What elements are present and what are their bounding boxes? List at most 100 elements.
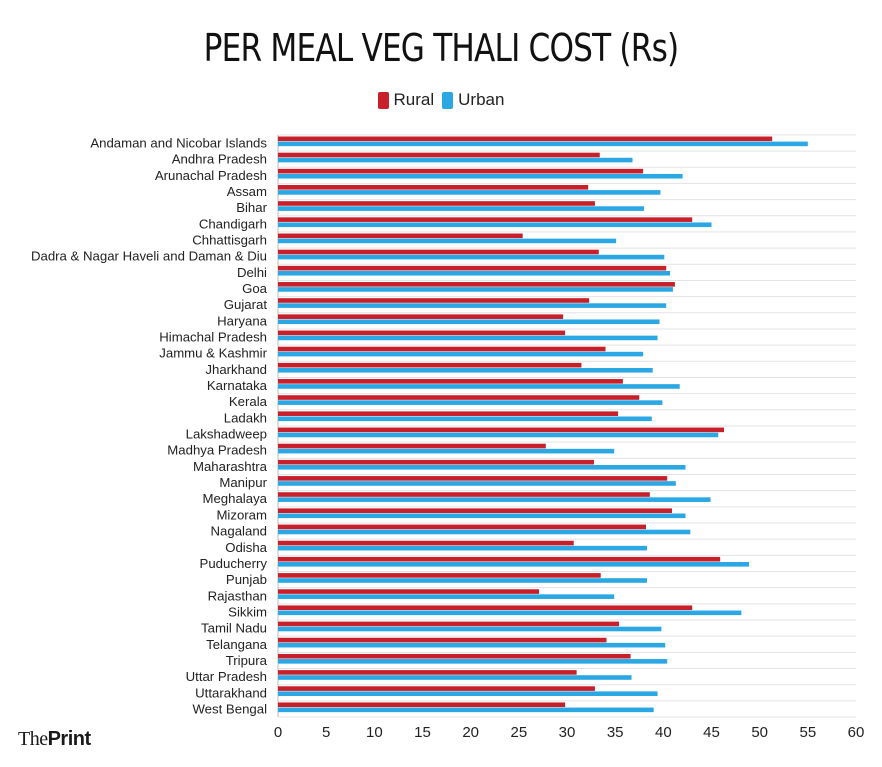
bar-urban bbox=[278, 513, 686, 519]
bar-rural bbox=[278, 653, 631, 659]
bar-urban bbox=[278, 238, 617, 244]
bar-rural bbox=[278, 476, 668, 481]
bar-rural bbox=[278, 217, 693, 222]
bar-urban bbox=[278, 367, 653, 373]
category-label: Haryana bbox=[217, 313, 268, 328]
bar-urban bbox=[278, 691, 658, 696]
legend-item-rural: Rural bbox=[377, 90, 434, 110]
x-tick-label: 5 bbox=[322, 724, 330, 741]
category-label: Tamil Nadu bbox=[201, 621, 267, 636]
x-tick-label: 55 bbox=[799, 724, 816, 741]
bar-urban bbox=[278, 545, 647, 551]
category-label: Odisha bbox=[225, 540, 267, 555]
brand-logo: ThePrint bbox=[18, 728, 91, 751]
bar-urban bbox=[278, 222, 712, 228]
category-label: Madhya Pradesh bbox=[167, 443, 267, 458]
category-label: Assam bbox=[227, 184, 267, 199]
category-label: Tripura bbox=[226, 653, 268, 668]
bar-rural bbox=[278, 573, 601, 578]
category-label: Uttar Pradesh bbox=[186, 669, 267, 684]
x-tick-label: 60 bbox=[848, 724, 865, 741]
bar-urban bbox=[278, 642, 666, 648]
x-tick-label: 30 bbox=[559, 724, 576, 741]
bar-rural bbox=[278, 686, 595, 691]
category-label: Arunachal Pradesh bbox=[155, 168, 267, 183]
bar-rural bbox=[278, 362, 582, 368]
bar-rural bbox=[278, 670, 577, 675]
category-label: Karnataka bbox=[207, 378, 268, 393]
bar-rural bbox=[278, 637, 607, 643]
category-label: Goa bbox=[242, 281, 268, 296]
bar-urban bbox=[278, 254, 665, 260]
bar-rural bbox=[278, 201, 595, 206]
bar-urban bbox=[278, 578, 647, 583]
bar-rural bbox=[278, 249, 599, 255]
bar-rural bbox=[278, 702, 566, 708]
legend-item-urban: Urban bbox=[442, 90, 504, 110]
bar-urban bbox=[278, 416, 652, 422]
bar-urban bbox=[278, 319, 660, 325]
bar-urban bbox=[278, 335, 658, 341]
x-tick-label: 15 bbox=[414, 724, 431, 741]
x-tick-label: 35 bbox=[607, 724, 624, 741]
category-label: Jharkhand bbox=[205, 362, 267, 377]
bar-urban bbox=[278, 173, 683, 179]
category-label: Himachal Pradesh bbox=[159, 330, 267, 345]
category-label: Gujarat bbox=[224, 297, 268, 312]
x-tick-label: 40 bbox=[655, 724, 672, 741]
category-label: Nagaland bbox=[211, 524, 267, 539]
bar-rural bbox=[278, 346, 606, 352]
bar-urban bbox=[278, 481, 676, 486]
bar-rural bbox=[278, 314, 564, 319]
bar-urban bbox=[278, 448, 615, 454]
bar-rural bbox=[278, 265, 667, 271]
x-tick-label: 0 bbox=[274, 724, 282, 741]
category-label: West Bengal bbox=[192, 701, 267, 716]
category-label: Lakshadweep bbox=[186, 427, 267, 442]
bar-urban bbox=[278, 157, 633, 163]
bar-rural bbox=[278, 459, 594, 465]
category-label: Uttarakhand bbox=[195, 685, 267, 700]
bar-rural bbox=[278, 605, 693, 611]
x-tick-label: 45 bbox=[703, 724, 720, 741]
bar-rural bbox=[278, 411, 619, 416]
category-label: Mizoram bbox=[216, 507, 267, 522]
bar-rural bbox=[278, 330, 566, 336]
bar-urban bbox=[278, 287, 673, 292]
category-label: Rajasthan bbox=[208, 588, 267, 603]
category-label: Dadra & Nagar Haveli and Daman & Diu bbox=[31, 249, 267, 264]
category-label: Sikkim bbox=[228, 604, 267, 619]
bar-rural bbox=[278, 427, 725, 433]
bar-rural bbox=[278, 556, 721, 562]
bar-urban bbox=[278, 659, 668, 664]
bar-urban bbox=[278, 707, 654, 713]
bar-urban bbox=[278, 432, 719, 438]
bar-urban bbox=[278, 270, 671, 276]
brand-logo-print: Print bbox=[47, 728, 92, 750]
legend-swatch-urban bbox=[442, 91, 454, 109]
category-label: Puducherry bbox=[200, 556, 268, 571]
bar-urban bbox=[278, 675, 632, 680]
bar-rural bbox=[278, 282, 675, 287]
legend: Rural Urban bbox=[0, 90, 882, 110]
category-label: Andhra Pradesh bbox=[172, 152, 267, 167]
bar-urban bbox=[278, 497, 711, 502]
category-label: Chhattisgarh bbox=[192, 233, 267, 248]
bar-rural bbox=[278, 395, 640, 400]
x-tick-label: 25 bbox=[510, 724, 527, 741]
legend-swatch-rural bbox=[377, 91, 389, 109]
bar-urban bbox=[278, 529, 691, 535]
chart-title: PER MEAL VEG THALI COST (Rs) bbox=[203, 26, 680, 70]
bar-rural bbox=[278, 524, 646, 530]
bar-urban bbox=[278, 626, 662, 632]
category-label: Jammu & Kashmir bbox=[159, 346, 267, 361]
category-label: Punjab bbox=[226, 572, 267, 587]
bar-rural bbox=[278, 152, 600, 158]
bar-rural bbox=[278, 589, 540, 594]
bar-urban bbox=[278, 465, 686, 470]
bar-urban bbox=[278, 384, 680, 389]
bar-urban bbox=[278, 351, 644, 357]
bar-urban bbox=[278, 562, 750, 567]
bar-urban bbox=[278, 594, 615, 599]
